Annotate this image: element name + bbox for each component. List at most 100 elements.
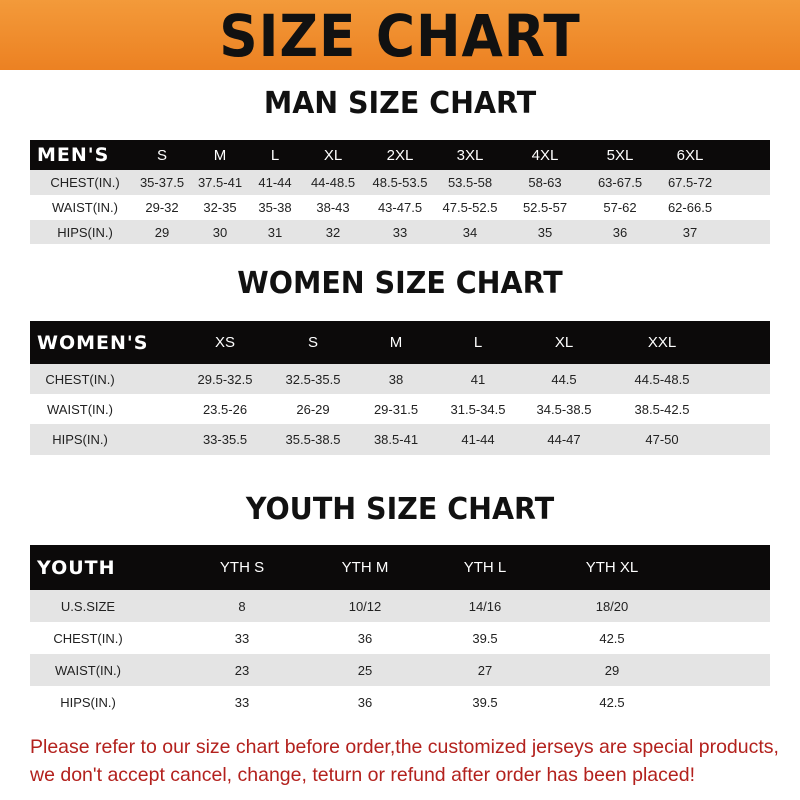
size-value: 62-66.5: [667, 200, 713, 215]
size-value: 39.5: [472, 694, 498, 710]
table-row: HIPS(IN.) 33-35.5 35.5-38.5 38.5-41 41-44 44-…: [30, 424, 770, 455]
size-header: XS: [214, 334, 236, 351]
size-value: 44.5: [551, 371, 577, 387]
size-value: 41-44: [461, 432, 495, 447]
size-value: 42.5: [599, 694, 625, 710]
size-header: M: [213, 146, 227, 164]
size-value: 31.5-34.5: [450, 401, 506, 417]
size-header: M: [389, 334, 403, 351]
men-size-table: MEN'S S M L XL 2XL 3XL 4XL 5XL 6XL CHEST(IN.) 35-37…: [30, 140, 770, 244]
size-value: 32: [325, 224, 341, 240]
size-value: 47-50: [645, 432, 679, 447]
size-header: L: [473, 334, 483, 351]
size-value: 37.5-41: [197, 175, 243, 190]
size-value: 41: [470, 371, 486, 387]
size-header: XXL: [647, 334, 677, 351]
size-header: L: [270, 146, 280, 164]
size-header: YTH M: [341, 559, 389, 576]
size-value: 32.5-35.5: [285, 371, 341, 387]
measurement-label: CHEST(IN.): [50, 175, 120, 190]
measurement-label: CHEST(IN.): [45, 371, 115, 387]
size-value: 44-47: [547, 432, 581, 447]
size-value: 29-32: [145, 200, 179, 215]
measurement-label: HIPS(IN.): [57, 224, 113, 240]
header-row: WOMEN'S XS S M L XL XXL: [30, 321, 770, 364]
title-banner: SIZE CHART: [0, 0, 800, 70]
youth-section-title: YOUTH SIZE CHART: [245, 492, 555, 527]
table-row: WAIST(IN.) 29-32 32-35 35-38 38-43 43-47.5 47.…: [30, 195, 770, 220]
size-value: 23.5-26: [202, 401, 248, 417]
size-value: 63-67.5: [597, 175, 643, 190]
page-title: SIZE CHART: [219, 2, 581, 70]
size-value: 23: [234, 662, 250, 678]
size-header: 4XL: [531, 146, 559, 164]
size-value: 35.5-38.5: [285, 432, 341, 447]
size-value: 43-47.5: [377, 200, 423, 215]
size-value: 36: [612, 224, 628, 240]
size-value: 34.5-38.5: [536, 401, 592, 417]
measurement-label: U.S.SIZE: [60, 598, 116, 614]
measurement-label: WAIST(IN.): [55, 662, 121, 678]
size-value: 33: [234, 630, 250, 646]
size-header: 6XL: [676, 146, 704, 164]
size-value: 29: [604, 662, 620, 678]
size-value: 48.5-53.5: [372, 175, 428, 190]
size-value: 58-63: [528, 175, 562, 190]
size-header: YTH XL: [585, 559, 639, 576]
size-value: 33-35.5: [202, 432, 248, 447]
size-header: S: [156, 146, 168, 164]
table-row: WAIST(IN.) 23 25 27 29: [30, 654, 770, 686]
notice-line-1: Please refer to our size chart before or…: [30, 736, 779, 758]
size-value: 67.5-72: [667, 175, 713, 190]
table-row: CHEST(IN.) 35-37.5 37.5-41 41-44 44-48.5 48.5…: [30, 170, 770, 195]
header-row: MEN'S S M L XL 2XL 3XL 4XL 5XL 6XL: [30, 140, 770, 170]
size-value: 52.5-57: [522, 200, 568, 215]
size-value: 33: [234, 694, 250, 710]
size-header: XL: [554, 334, 574, 351]
size-value: 42.5: [599, 630, 625, 646]
size-value: 25: [357, 662, 373, 678]
size-value: 44-48.5: [310, 175, 356, 190]
table-corner-label: WOMEN'S: [37, 331, 149, 354]
size-value: 27: [477, 662, 493, 678]
table-row: HIPS(IN.) 29 30 31 32 33 34 35 36 37: [30, 220, 770, 244]
men-section-title: MAN SIZE CHART: [263, 86, 537, 121]
size-value: 57-62: [603, 200, 637, 215]
table-row: U.S.SIZE 8 10/12 14/16 18/20: [30, 590, 770, 622]
size-value: 30: [212, 224, 228, 240]
table-row: HIPS(IN.) 33 36 39.5 42.5: [30, 686, 770, 718]
size-value: 38: [388, 371, 404, 387]
table-row: CHEST(IN.) 29.5-32.5 32.5-35.5 38 41 44.5 44.5…: [30, 364, 770, 394]
size-value: 29: [154, 224, 170, 240]
size-value: 37: [682, 224, 698, 240]
size-value: 39.5: [472, 630, 498, 646]
youth-size-table: YOUTH YTH S YTH M YTH L YTH XL U.S.SIZE 8 10/12…: [30, 545, 770, 718]
size-value: 53.5-58: [447, 175, 493, 190]
table-row: CHEST(IN.) 33 36 39.5 42.5: [30, 622, 770, 654]
size-value: 8: [238, 598, 246, 614]
size-value: 47.5-52.5: [442, 200, 498, 215]
size-header: 5XL: [606, 146, 634, 164]
measurement-label: HIPS(IN.): [52, 432, 108, 447]
size-value: 41-44: [258, 175, 292, 190]
size-value: 14/16: [468, 598, 502, 614]
women-section-title: WOMEN SIZE CHART: [237, 266, 563, 301]
size-value: 35-37.5: [139, 175, 185, 190]
size-value: 32-35: [203, 200, 237, 215]
size-header: YTH L: [463, 559, 507, 576]
size-value: 26-29: [296, 401, 330, 417]
size-value: 35: [537, 224, 553, 240]
notice-line-2: we don't accept cancel, change, teturn o…: [30, 764, 695, 786]
measurement-label: WAIST(IN.): [47, 401, 113, 417]
size-header: S: [307, 334, 319, 351]
size-value: 38.5-41: [373, 432, 419, 447]
size-value: 33: [392, 224, 408, 240]
size-value: 29.5-32.5: [197, 371, 253, 387]
size-value: 38-43: [316, 200, 350, 215]
measurement-label: CHEST(IN.): [53, 630, 123, 646]
size-value: 31: [267, 224, 283, 240]
size-header: 3XL: [456, 146, 484, 164]
size-value: 35-38: [258, 200, 292, 215]
measurement-label: HIPS(IN.): [60, 694, 116, 710]
size-header: 2XL: [386, 146, 414, 164]
